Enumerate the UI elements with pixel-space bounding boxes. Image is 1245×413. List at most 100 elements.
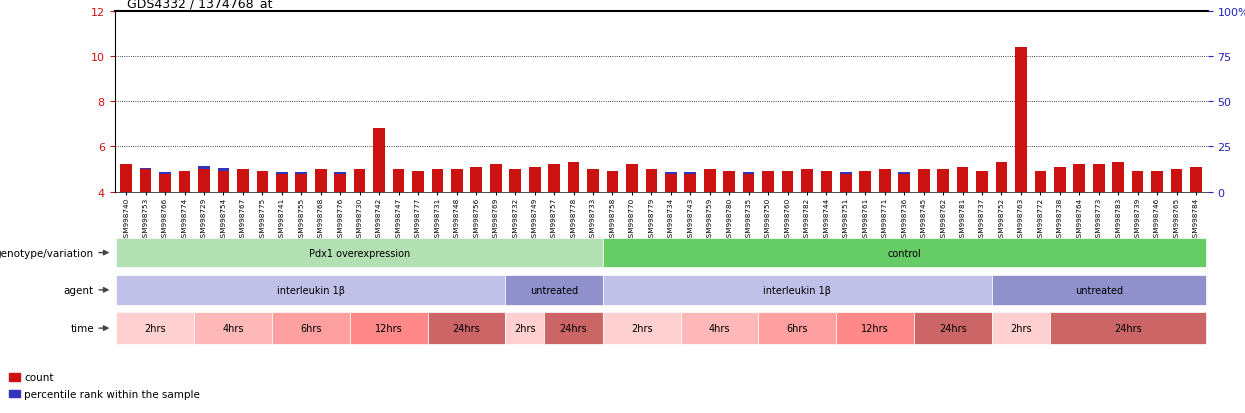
Bar: [548, 165, 560, 192]
Bar: [374, 129, 385, 192]
Bar: [117, 275, 505, 305]
Bar: [276, 172, 288, 174]
Bar: [256, 172, 268, 192]
Bar: [603, 313, 681, 344]
Bar: [743, 174, 754, 192]
Text: control: control: [888, 248, 921, 258]
Text: 24hrs: 24hrs: [560, 323, 588, 333]
Bar: [1035, 172, 1046, 192]
Bar: [315, 170, 326, 192]
Bar: [117, 313, 194, 344]
Text: GDS4332 / 1374768_at: GDS4332 / 1374768_at: [127, 0, 273, 10]
Bar: [1152, 172, 1163, 192]
Bar: [1112, 163, 1124, 192]
Text: interleukin 1β: interleukin 1β: [763, 285, 832, 295]
Bar: [451, 170, 463, 192]
Bar: [685, 174, 696, 192]
Text: genotype/variation: genotype/variation: [0, 248, 93, 258]
Bar: [1055, 167, 1066, 192]
Bar: [665, 172, 676, 174]
Text: 6hrs: 6hrs: [787, 323, 808, 333]
Bar: [218, 172, 229, 192]
Bar: [350, 313, 428, 344]
Bar: [1190, 167, 1201, 192]
Bar: [758, 313, 837, 344]
Bar: [956, 167, 969, 192]
Bar: [335, 172, 346, 174]
Bar: [121, 165, 132, 192]
Bar: [837, 313, 914, 344]
Bar: [194, 313, 273, 344]
Bar: [646, 170, 657, 192]
Text: 2hrs: 2hrs: [514, 323, 535, 333]
Bar: [606, 172, 619, 192]
Text: interleukin 1β: interleukin 1β: [276, 285, 345, 295]
Bar: [529, 167, 540, 192]
Bar: [603, 238, 1205, 268]
Bar: [568, 163, 579, 192]
Bar: [1015, 48, 1027, 192]
Bar: [295, 174, 308, 192]
Bar: [412, 172, 423, 192]
Text: agent: agent: [63, 285, 93, 295]
Bar: [820, 172, 832, 192]
Bar: [179, 172, 190, 192]
Text: 24hrs: 24hrs: [1114, 323, 1142, 333]
Bar: [603, 275, 992, 305]
Bar: [840, 172, 852, 174]
Bar: [198, 167, 210, 170]
Text: 12hrs: 12hrs: [375, 323, 402, 333]
Bar: [588, 170, 599, 192]
Bar: [1132, 172, 1143, 192]
Bar: [237, 170, 249, 192]
Bar: [899, 172, 910, 174]
Bar: [198, 170, 210, 192]
Bar: [276, 174, 288, 192]
Bar: [491, 165, 502, 192]
Bar: [859, 172, 872, 192]
Bar: [996, 163, 1007, 192]
Bar: [801, 170, 813, 192]
Bar: [723, 172, 735, 192]
Bar: [471, 167, 482, 192]
Bar: [505, 275, 603, 305]
Bar: [840, 174, 852, 192]
Bar: [139, 170, 152, 192]
Bar: [685, 172, 696, 174]
Text: 12hrs: 12hrs: [862, 323, 889, 333]
Text: 2hrs: 2hrs: [631, 323, 652, 333]
Bar: [992, 313, 1050, 344]
Bar: [295, 172, 308, 174]
Bar: [159, 174, 171, 192]
Bar: [937, 170, 949, 192]
Text: untreated: untreated: [1074, 285, 1123, 295]
Text: 4hrs: 4hrs: [223, 323, 244, 333]
Bar: [273, 313, 350, 344]
Bar: [914, 313, 992, 344]
Text: untreated: untreated: [530, 285, 578, 295]
Text: 24hrs: 24hrs: [453, 323, 481, 333]
Bar: [9, 373, 20, 381]
Bar: [354, 170, 366, 192]
Bar: [976, 172, 987, 192]
Bar: [335, 174, 346, 192]
Bar: [1170, 170, 1183, 192]
Bar: [762, 172, 774, 192]
Bar: [392, 170, 405, 192]
Bar: [626, 165, 637, 192]
Bar: [509, 170, 522, 192]
Bar: [703, 170, 716, 192]
Text: 2hrs: 2hrs: [144, 323, 166, 333]
Bar: [782, 172, 793, 192]
Text: 6hrs: 6hrs: [300, 323, 321, 333]
Bar: [665, 174, 676, 192]
Text: count: count: [24, 372, 54, 382]
Bar: [159, 172, 171, 174]
Bar: [1093, 165, 1104, 192]
Text: 2hrs: 2hrs: [1010, 323, 1032, 333]
Bar: [218, 169, 229, 172]
Bar: [139, 169, 152, 170]
Bar: [899, 174, 910, 192]
Bar: [681, 313, 758, 344]
Bar: [879, 170, 890, 192]
